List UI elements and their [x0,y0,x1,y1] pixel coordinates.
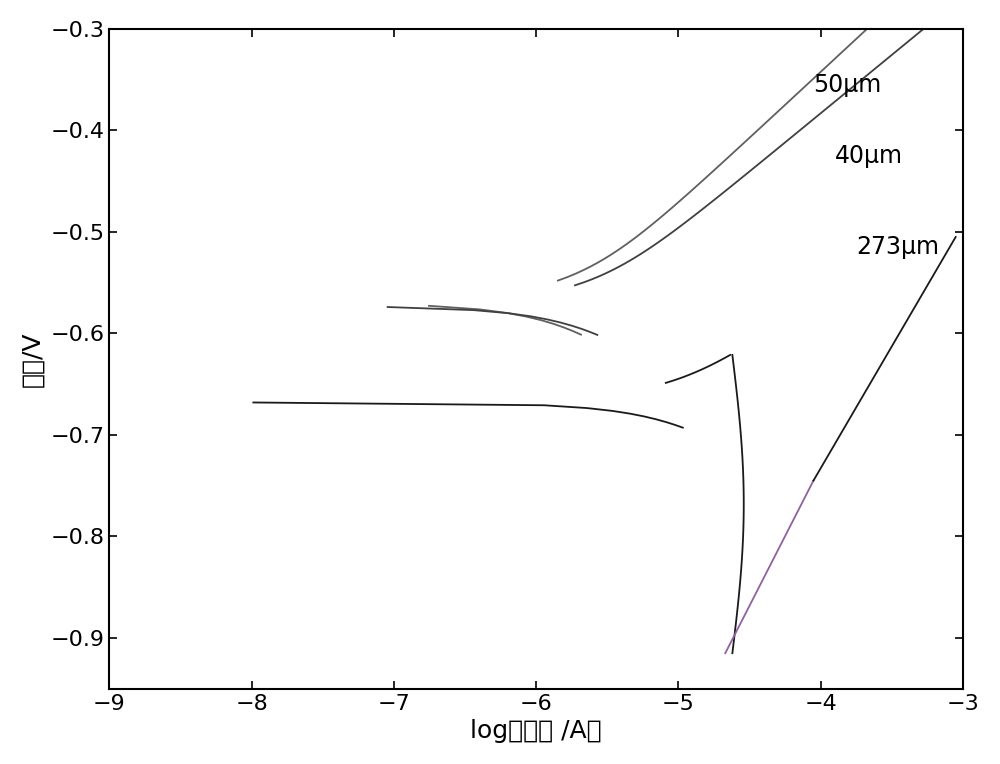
X-axis label: log（电流 /A）: log（电流 /A） [470,719,602,743]
Y-axis label: 电位/V: 电位/V [21,331,45,387]
Text: 50μm: 50μm [813,73,882,97]
Text: 273μm: 273μm [856,235,939,259]
Text: 40μm: 40μm [835,144,903,168]
